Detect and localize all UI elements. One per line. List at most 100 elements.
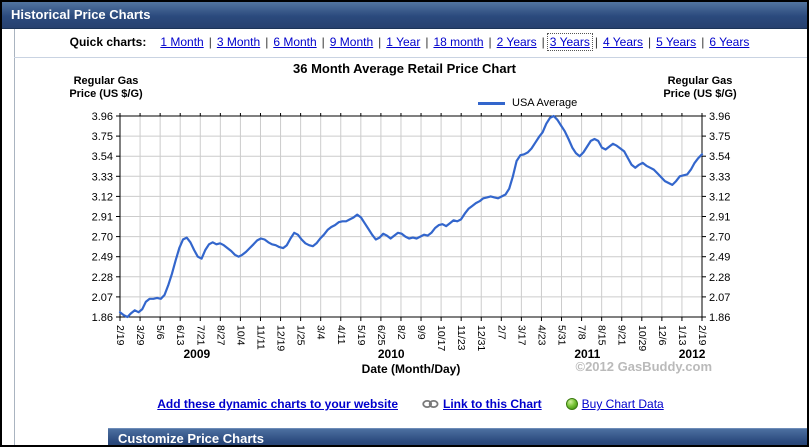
quick-charts-links: 1 Month | 3 Month | 6 Month | 9 Month | 1 Year | 1…: [158, 33, 751, 51]
chart-legend: USA Average: [478, 97, 577, 109]
svg-text:4/11: 4/11: [335, 325, 347, 345]
svg-text:2.91: 2.91: [709, 212, 730, 224]
legend-line-swatch: [478, 101, 505, 105]
svg-text:2.07: 2.07: [709, 292, 730, 304]
watermark: ©2012 GasBuddy.com: [576, 359, 713, 374]
legend-label: USA Average: [512, 97, 578, 109]
svg-text:10/4: 10/4: [234, 325, 246, 346]
svg-text:6/13: 6/13: [174, 325, 186, 346]
link-to-chart-label: Link to this Chart: [443, 397, 542, 411]
chart-title: 36 Month Average Retail Price Chart: [293, 61, 516, 76]
price-chart: 3.96 3.96 3.75 3.75 3.54 3.54 3.33 3.33 3.12 3.12…: [92, 111, 731, 376]
svg-text:2/7: 2/7: [495, 325, 507, 340]
svg-text:3.33: 3.33: [709, 171, 730, 183]
quick-chart-link-6-years[interactable]: 6 Years: [709, 35, 750, 49]
buy-data-icon: [565, 398, 578, 410]
buy-chart-data-link[interactable]: Buy Chart Data: [565, 397, 664, 411]
y-axis-header-right-line2: Price (US $/G): [663, 88, 737, 100]
y-axis-header-left: Regular Gas Price (US $/G): [58, 75, 154, 101]
link-to-chart-link[interactable]: Link to this Chart: [422, 397, 542, 411]
usa-average-line: [118, 114, 704, 319]
svg-text:3.33: 3.33: [92, 171, 113, 183]
svg-text:10/17: 10/17: [435, 325, 447, 351]
separator: |: [265, 35, 269, 49]
y-axis-header-right-line1: Regular Gas: [667, 75, 733, 87]
quick-chart-link-18-month[interactable]: 18 month: [433, 35, 484, 49]
x-axis-title: Date (Month/Day): [362, 362, 461, 376]
svg-text:5/6: 5/6: [154, 325, 166, 340]
svg-text:12/19: 12/19: [275, 325, 287, 351]
svg-text:2/19: 2/19: [696, 325, 708, 346]
quick-charts-bar: Quick charts: 1 Month | 3 Month | 6 Month | 9 M…: [14, 28, 807, 58]
svg-text:5/31: 5/31: [556, 325, 568, 346]
svg-text:2.28: 2.28: [92, 272, 113, 284]
customize-title: Customize Price Charts: [118, 431, 264, 446]
svg-text:3.75: 3.75: [709, 131, 730, 143]
separator: |: [378, 35, 382, 49]
quick-chart-link-2-years[interactable]: 2 Years: [496, 35, 537, 49]
svg-text:11/23: 11/23: [455, 325, 467, 351]
page-header: Historical Price Charts: [2, 2, 807, 29]
customize-header: Customize Price Charts: [108, 428, 807, 446]
year-label: 2010: [378, 347, 405, 361]
year-label: 2011: [574, 347, 600, 361]
svg-text:3/29: 3/29: [134, 325, 146, 346]
quick-chart-link-9-month[interactable]: 9 Month: [329, 35, 374, 49]
svg-text:8/2: 8/2: [395, 325, 407, 340]
svg-text:5/19: 5/19: [355, 325, 367, 346]
svg-text:9/21: 9/21: [616, 325, 628, 346]
svg-text:3.96: 3.96: [92, 111, 113, 123]
separator: |: [488, 35, 492, 49]
quick-chart-link-1-year[interactable]: 1 Year: [386, 35, 421, 49]
separator: |: [541, 35, 545, 49]
y-axis-header-left-line1: Regular Gas: [73, 75, 139, 87]
separator: |: [594, 35, 598, 49]
chart-footer-links: Add these dynamic charts to your website…: [14, 392, 807, 416]
quick-chart-link-6-month[interactable]: 6 Month: [273, 35, 317, 49]
svg-text:3/17: 3/17: [515, 325, 527, 346]
svg-text:2.91: 2.91: [92, 212, 113, 224]
svg-text:3.75: 3.75: [92, 131, 113, 143]
svg-text:11/11: 11/11: [254, 325, 266, 350]
svg-text:7/8: 7/8: [576, 325, 588, 340]
svg-text:12/6: 12/6: [656, 325, 668, 346]
content-left-border: [14, 29, 15, 445]
svg-text:3.12: 3.12: [92, 191, 113, 203]
svg-text:4/23: 4/23: [535, 325, 547, 346]
svg-text:9/9: 9/9: [415, 325, 427, 340]
svg-text:2.07: 2.07: [92, 292, 113, 304]
quick-chart-link-4-years[interactable]: 4 Years: [602, 35, 644, 49]
y-axis-header-left-line2: Price (US $/G): [69, 88, 143, 100]
separator: |: [208, 35, 212, 49]
add-charts-link[interactable]: Add these dynamic charts to your website: [157, 397, 398, 411]
svg-text:3.54: 3.54: [92, 151, 113, 163]
svg-text:1/13: 1/13: [676, 325, 688, 346]
svg-text:3/4: 3/4: [315, 325, 327, 340]
svg-text:12/31: 12/31: [475, 325, 487, 351]
svg-text:3.54: 3.54: [709, 151, 730, 163]
quick-charts-label: Quick charts:: [69, 35, 147, 49]
separator: |: [425, 35, 429, 49]
svg-text:2.28: 2.28: [709, 272, 730, 284]
quick-chart-link-5-years[interactable]: 5 Years: [656, 35, 697, 49]
separator: |: [701, 35, 705, 49]
svg-text:10/29: 10/29: [636, 325, 648, 351]
quick-chart-link-3-years[interactable]: 3 Years: [546, 33, 593, 51]
buy-chart-data-label: Buy Chart Data: [581, 397, 664, 411]
separator: |: [648, 35, 652, 49]
axes: 3.96 3.96 3.75 3.75 3.54 3.54 3.33 3.33 3.12 3.12…: [92, 111, 731, 376]
quick-chart-link-1-month[interactable]: 1 Month: [160, 35, 204, 49]
gridlines: [119, 115, 703, 318]
svg-text:1.86: 1.86: [92, 312, 113, 324]
svg-text:6/25: 6/25: [375, 325, 387, 346]
separator: |: [321, 35, 325, 49]
svg-text:2.49: 2.49: [709, 252, 730, 264]
year-label: 2009: [183, 347, 210, 361]
svg-text:8/15: 8/15: [596, 325, 608, 346]
svg-text:3.96: 3.96: [709, 111, 730, 123]
svg-text:3.12: 3.12: [709, 191, 730, 203]
year-label: 2012: [679, 347, 706, 361]
y-axis-header-right: Regular Gas Price (US $/G): [652, 75, 748, 101]
quick-chart-link-3-month[interactable]: 3 Month: [216, 35, 261, 49]
